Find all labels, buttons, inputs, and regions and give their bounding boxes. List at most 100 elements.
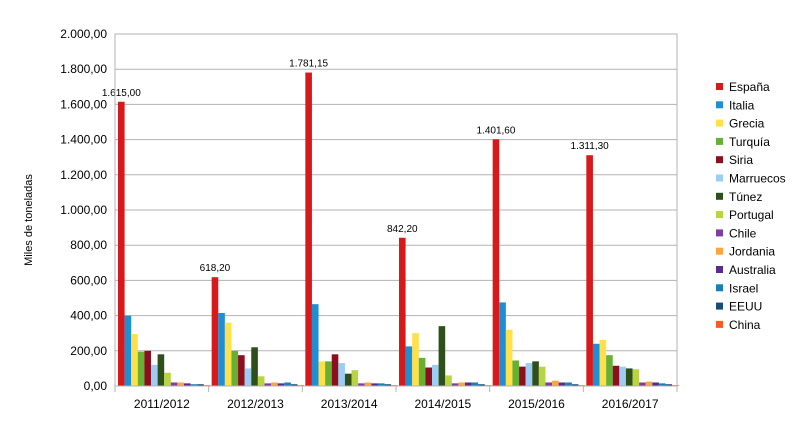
- bar: [224, 322, 232, 386]
- bar: [318, 361, 326, 386]
- bar: [144, 350, 151, 386]
- legend-label: Jordania: [729, 245, 775, 259]
- data-label: 1.311,30: [571, 141, 610, 152]
- bar: [565, 382, 572, 386]
- bar: [492, 139, 500, 386]
- y-tick-label: 200,00: [70, 344, 107, 358]
- bar: [197, 384, 204, 386]
- bar: [364, 382, 372, 386]
- y-axis-ticks: 0,00 200,00 400,00 600,00 800,00 1.000,00 1.20…: [60, 27, 107, 393]
- legend-label: Portugal: [729, 208, 774, 222]
- x-tick-label: 2011/2012: [134, 397, 190, 411]
- x-axis-categories: 2011/2012 2012/2013 2013/2014 2014/2015 2015…: [114, 386, 678, 411]
- legend-swatch: [716, 156, 723, 164]
- bar: [592, 343, 600, 386]
- legend-label: Siria: [729, 153, 753, 167]
- bar: [238, 355, 245, 386]
- legend-swatch: [716, 266, 723, 273]
- bar: [418, 357, 426, 386]
- bar: [451, 383, 459, 386]
- bar: [499, 302, 506, 386]
- bar: [231, 350, 239, 386]
- bar: [571, 384, 579, 386]
- plot-frame: [114, 33, 678, 387]
- data-label: 1.615,00: [102, 88, 141, 99]
- bar: [284, 382, 291, 386]
- bar: [612, 365, 620, 386]
- bar: [478, 384, 485, 386]
- legend-swatch: [716, 211, 723, 219]
- bar: [532, 361, 539, 386]
- bar: [625, 368, 633, 386]
- bar: [645, 381, 653, 386]
- bar: [244, 368, 252, 386]
- bar: [124, 315, 132, 386]
- x-tick-label: 2014/2015: [414, 397, 471, 411]
- bar: [558, 382, 566, 386]
- bar: [465, 382, 472, 386]
- bar: [412, 333, 419, 386]
- bar: [438, 326, 446, 386]
- bar: [358, 383, 365, 386]
- legend-swatch: [716, 83, 723, 90]
- bar: [665, 384, 673, 386]
- bar: [164, 372, 171, 386]
- legend-label: Israel: [729, 281, 758, 295]
- legend-swatch: [716, 174, 723, 182]
- bar: [512, 360, 520, 386]
- legend-swatch: [716, 247, 723, 255]
- bar: [471, 382, 479, 386]
- bars: [118, 72, 679, 386]
- legend-label: Marruecos: [729, 172, 786, 186]
- bar: [325, 361, 332, 386]
- plot-border: [114, 33, 678, 387]
- bar: [137, 351, 145, 386]
- legend-swatch: [716, 137, 723, 145]
- bar: [377, 383, 385, 386]
- legend-label: China: [729, 318, 761, 332]
- bar: [545, 382, 553, 386]
- bar: [351, 370, 359, 386]
- legend-swatch: [716, 119, 723, 127]
- bar: [525, 363, 533, 386]
- data-label: 1.401,60: [476, 125, 515, 136]
- bar: [331, 354, 339, 386]
- legend-label: Túnez: [729, 190, 762, 204]
- bar: [131, 334, 138, 386]
- x-tick-label: 2016/2017: [602, 397, 659, 411]
- y-tick-label: 1.400,00: [60, 133, 107, 147]
- legend-swatch: [716, 192, 723, 200]
- bar: [190, 384, 198, 386]
- bar: [290, 384, 298, 386]
- bar: [399, 237, 406, 386]
- bar: [157, 354, 165, 386]
- bar: [218, 312, 225, 386]
- legend: España Italia Grecia Turquía Siria Marruecos T…: [716, 80, 786, 332]
- y-tick-label: 1.600,00: [60, 97, 107, 111]
- bar: [177, 382, 184, 386]
- y-tick-label: 600,00: [70, 273, 107, 287]
- bar: [606, 355, 613, 386]
- bar: [405, 346, 413, 386]
- bar: [599, 339, 607, 386]
- x-tick-label: 2013/2014: [321, 397, 378, 411]
- y-tick-label: 1.200,00: [60, 168, 107, 182]
- bar: [445, 375, 452, 386]
- legend-swatch: [716, 302, 723, 310]
- y-tick-label: 2.000,00: [60, 27, 107, 41]
- data-label: 1.781,15: [289, 59, 328, 70]
- bar: [271, 382, 278, 386]
- bar: [277, 383, 285, 386]
- bar: [311, 304, 319, 386]
- bar: [538, 366, 546, 386]
- bar: [251, 347, 258, 386]
- bar: [338, 363, 345, 386]
- data-label: 618,20: [200, 263, 231, 274]
- bar: [344, 373, 352, 386]
- bar: [264, 383, 272, 386]
- bar: [586, 155, 593, 386]
- bar: [619, 366, 626, 386]
- bar: [458, 382, 465, 386]
- bar: [632, 369, 640, 386]
